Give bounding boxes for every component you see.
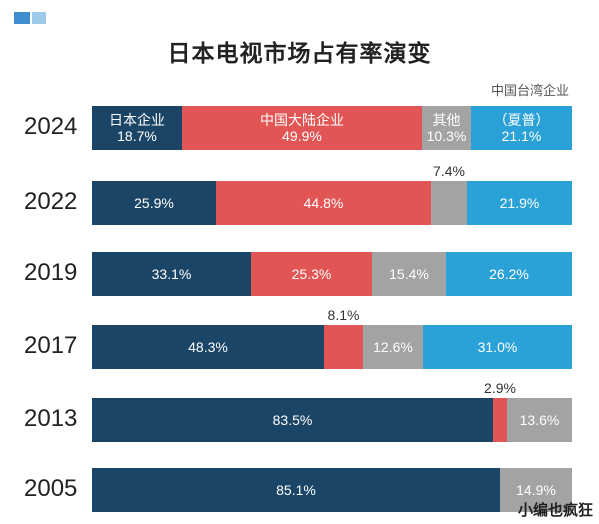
data-label-outside: 7.4%	[433, 163, 465, 179]
data-label: 21.1%	[501, 128, 542, 144]
bar-segment-china-mainland: 44.8%	[216, 181, 431, 225]
bar-segment-japan: 48.3%	[92, 325, 324, 369]
year-label: 2024	[24, 113, 78, 140]
bar-segment-japan: 25.9%	[92, 181, 216, 225]
watermark-text: 小编也疯狂	[517, 502, 593, 519]
data-label: 31.0%	[477, 339, 518, 355]
data-label: 12.6%	[373, 339, 413, 355]
data-label: 14.9%	[516, 482, 556, 498]
bar-segment-other: 13.6%	[507, 398, 572, 442]
bar-segment-other: 14.9%	[500, 468, 572, 512]
data-label: 15.4%	[389, 266, 429, 282]
segment-series-label: 中国大陆企业	[260, 112, 344, 128]
bar-segment-china-mainland: 中国大陆企业 49.9%	[182, 106, 422, 150]
data-label: 18.7%	[117, 128, 157, 144]
data-label: 26.2%	[489, 266, 529, 282]
bar-segment-taiwan: 21.9%	[467, 181, 572, 225]
bar-segment-china-mainland: 25.3%	[251, 252, 372, 296]
data-label: 25.3%	[291, 266, 332, 282]
chart-title: 日本电视市场占有率演变	[167, 40, 432, 66]
year-label: 2019	[24, 259, 78, 286]
bar-segment-other	[431, 181, 467, 225]
bar-segment-taiwan: 31.0%	[423, 325, 572, 369]
data-label: 33.1%	[151, 266, 192, 282]
data-label: 49.9%	[282, 128, 322, 144]
bar-segment-japan: 85.1%	[92, 468, 500, 512]
bar-segment-japan: 33.1%	[92, 252, 251, 296]
data-label: 21.9%	[499, 195, 540, 211]
bar-segment-japan: 日本企业 18.7%	[92, 106, 182, 150]
data-label: 48.3%	[188, 339, 228, 355]
taiwan-legend-note: 中国台湾企业	[490, 83, 569, 98]
data-label: 10.3%	[426, 128, 467, 144]
bar-segment-china-mainland	[493, 398, 507, 442]
bar-segment-china-mainland	[324, 325, 363, 369]
bar-segment-taiwan: 26.2%	[446, 252, 572, 296]
data-label: 13.6%	[519, 412, 560, 428]
year-label: 2013	[24, 405, 78, 432]
segment-series-label: （夏普）	[493, 112, 550, 128]
year-label: 2022	[24, 188, 78, 215]
bar-segment-other: 12.6%	[363, 325, 423, 369]
year-label: 2005	[24, 475, 78, 502]
bar-segment-japan: 83.5%	[92, 398, 493, 442]
data-label: 83.5%	[272, 412, 313, 428]
year-label: 2017	[24, 332, 78, 359]
data-label: 44.8%	[303, 195, 344, 211]
data-label: 85.1%	[276, 482, 316, 498]
bar-segment-other: 15.4%	[372, 252, 446, 296]
corner-logo-mark	[14, 12, 46, 24]
segment-series-label: 日本企业	[109, 112, 165, 128]
bar-segment-taiwan: （夏普） 21.1%	[471, 106, 572, 150]
bar-segment-other: 其他 10.3%	[422, 106, 471, 150]
data-label-outside: 2.9%	[484, 380, 516, 396]
data-label-outside: 8.1%	[327, 307, 360, 323]
segment-series-label: 其他	[432, 112, 461, 128]
data-label: 25.9%	[134, 195, 174, 211]
